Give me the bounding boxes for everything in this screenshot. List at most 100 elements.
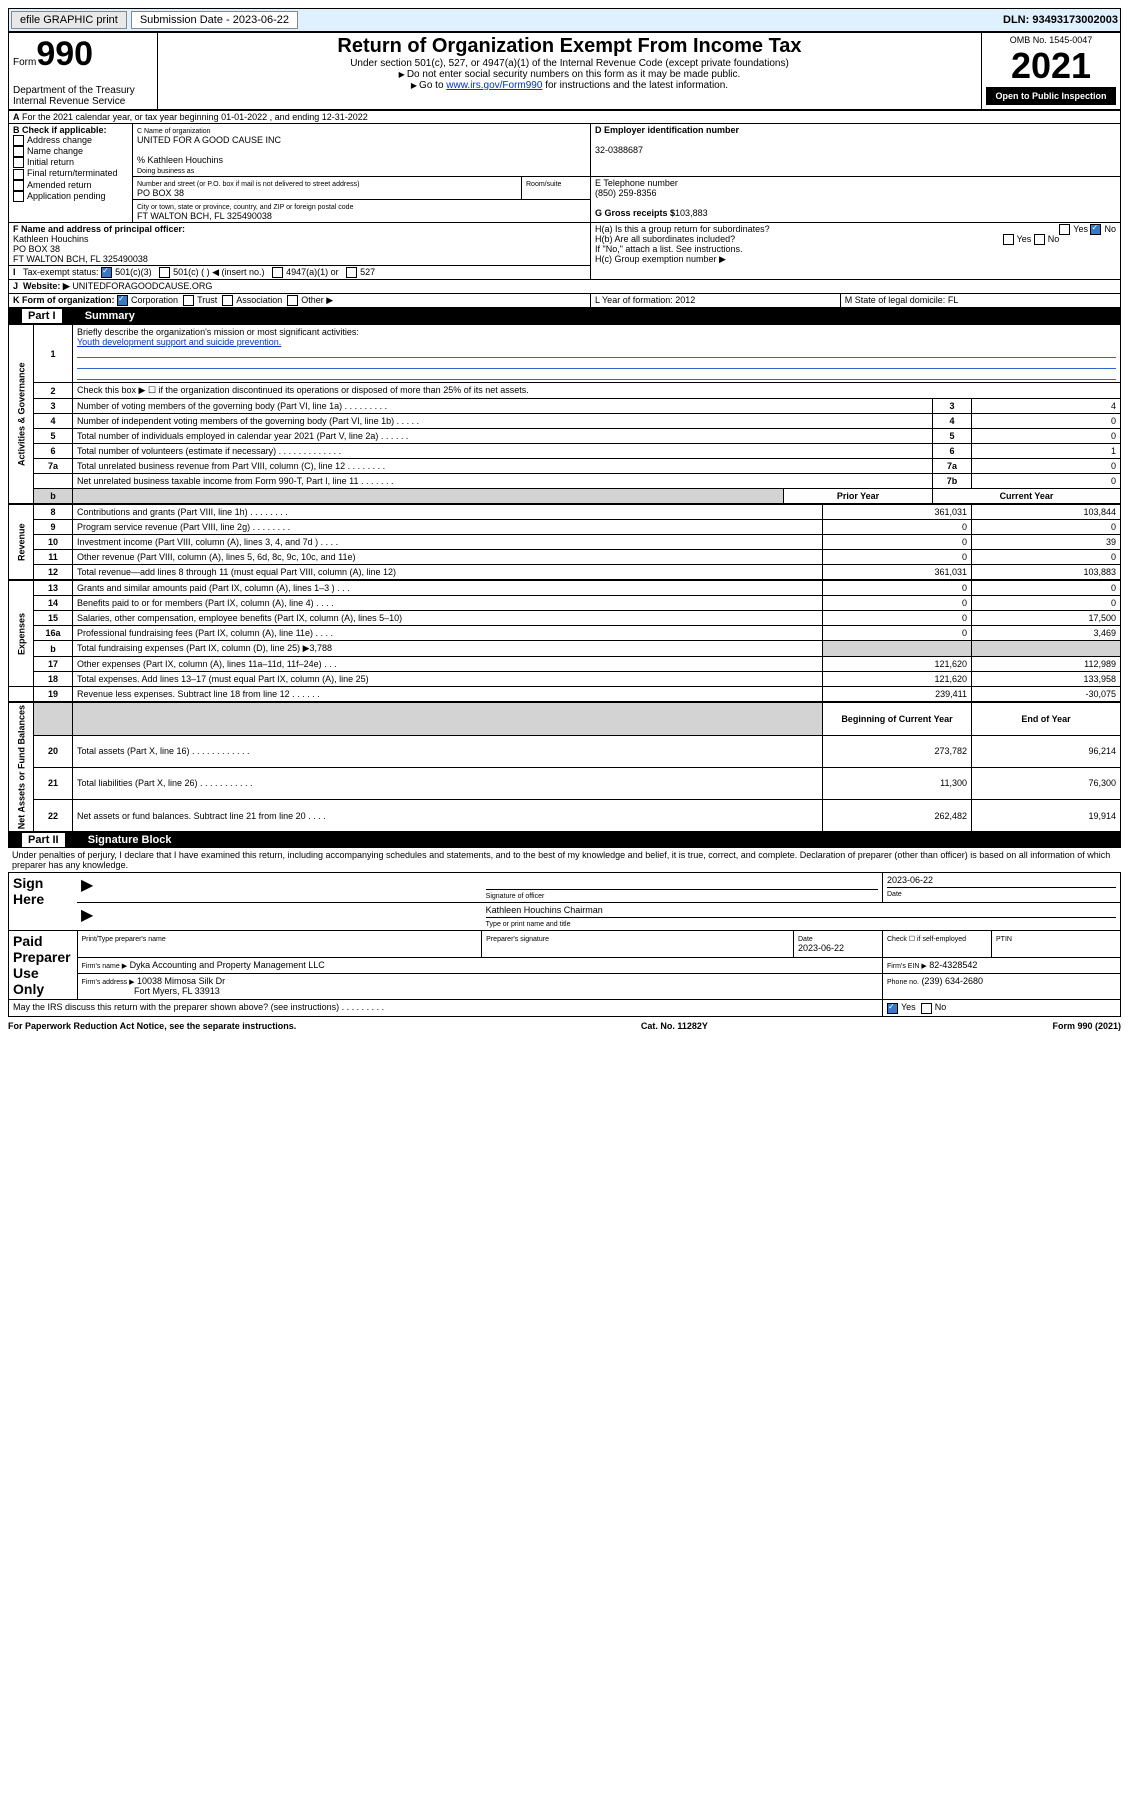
hb-no-checkbox[interactable] (1034, 234, 1045, 245)
date-label: Date (887, 891, 902, 898)
firm-addr2: Fort Myers, FL 33913 (134, 986, 220, 996)
form-number: 990 (36, 35, 93, 73)
activities-section-label: Activities & Governance (9, 325, 34, 504)
inspection-notice: Open to Public Inspection (986, 87, 1116, 105)
other-checkbox[interactable] (287, 295, 298, 306)
officer-name: Kathleen Houchins (13, 234, 89, 244)
form-id: Form 990 (2021) (1052, 1021, 1121, 1031)
prep-name-label: Print/Type preparer's name (82, 936, 166, 943)
part1-header: Part I Summary (8, 308, 1121, 324)
revenue-section-label: Revenue (9, 505, 34, 580)
page-footer: For Paperwork Reduction Act Notice, see … (8, 1021, 1121, 1031)
top-toolbar: efile GRAPHIC print Submission Date - 20… (8, 8, 1121, 32)
prep-sig-label: Preparer's signature (486, 936, 549, 943)
website-label: Website: ▶ (23, 281, 70, 291)
check-applicable-label: B Check if applicable: (13, 125, 107, 135)
line2-text: Check this box ▶ ☐ if the organization d… (73, 383, 1121, 399)
phone-label: E Telephone number (595, 178, 678, 188)
dept-label: Department of the Treasury (13, 85, 135, 96)
sig-date: 2023-06-22 (887, 875, 933, 885)
expenses-table: Expenses 13Grants and similar amounts pa… (8, 580, 1121, 702)
501c3-checkbox[interactable] (101, 267, 112, 278)
subordinates-note: If "No," attach a list. See instructions… (595, 244, 742, 254)
form-title: Return of Organization Exempt From Incom… (162, 35, 977, 58)
irs-label: Internal Revenue Service (13, 96, 125, 107)
submission-date: Submission Date - 2023-06-22 (131, 11, 298, 29)
officer-street: PO BOX 38 (13, 244, 60, 254)
officer-city: FT WALTON BCH, FL 325490038 (13, 254, 148, 264)
hb-yes-checkbox[interactable] (1003, 234, 1014, 245)
initial-return-checkbox[interactable] (13, 157, 24, 168)
name-change-checkbox[interactable] (13, 146, 24, 157)
ein-value: 32-0388687 (595, 145, 643, 155)
501c-checkbox[interactable] (159, 267, 170, 278)
discuss-question: May the IRS discuss this return with the… (9, 1000, 883, 1016)
mission-label: Briefly describe the organization's miss… (77, 327, 359, 337)
form-subtitle1: Under section 501(c), 527, or 4947(a)(1)… (162, 58, 977, 69)
527-checkbox[interactable] (346, 267, 357, 278)
application-pending-checkbox[interactable] (13, 191, 24, 202)
form-header: Form990 Department of the Treasury Inter… (8, 32, 1121, 110)
room-label: Room/suite (526, 181, 561, 188)
form-subtitle2: Do not enter social security numbers on … (407, 69, 740, 80)
amended-return-checkbox[interactable] (13, 180, 24, 191)
paperwork-notice: For Paperwork Reduction Act Notice, see … (8, 1021, 296, 1031)
netassets-section-label: Net Assets or Fund Balances (9, 703, 34, 832)
paid-preparer-label: Paid Preparer Use Only (9, 931, 78, 1000)
sign-here-label: Sign Here (9, 873, 78, 931)
org-name: UNITED FOR A GOOD CAUSE INC (137, 135, 281, 145)
care-of: % Kathleen Houchins (137, 155, 223, 165)
subordinates-label: H(b) Are all subordinates included? (595, 234, 735, 244)
street-label: Number and street (or P.O. box if mail i… (137, 181, 359, 188)
dln-label: DLN: 93493173002003 (1003, 14, 1118, 26)
ein-label: D Employer identification number (595, 125, 739, 135)
sig-officer-label: Signature of officer (486, 893, 545, 900)
type-name-label: Type or print name and title (486, 921, 571, 928)
address-change-checkbox[interactable] (13, 135, 24, 146)
discuss-no-checkbox[interactable] (921, 1003, 932, 1014)
revenue-table: Revenue 8Contributions and grants (Part … (8, 504, 1121, 580)
efile-print-button[interactable]: efile GRAPHIC print (11, 11, 127, 29)
form-label: Form (13, 57, 36, 68)
officer-label: F Name and address of principal officer: (13, 224, 185, 234)
form-subtitle3: Go to www.irs.gov/Form990 for instructio… (419, 80, 728, 91)
assoc-checkbox[interactable] (222, 295, 233, 306)
firm-name-label: Firm's name ▶ (82, 963, 128, 970)
dba-label: Doing business as (137, 168, 194, 175)
group-exemption-label: H(c) Group exemption number ▶ (595, 254, 726, 264)
netassets-table: Net Assets or Fund Balances Beginning of… (8, 702, 1121, 832)
ptin-label: PTIN (996, 936, 1012, 943)
mission-text: Youth development support and suicide pr… (77, 337, 281, 347)
gross-receipts-label: G Gross receipts $ (595, 208, 675, 218)
form-org-label: K Form of organization: (13, 295, 115, 305)
firm-name: Dyka Accounting and Property Management … (130, 960, 325, 970)
website-value: UNITEDFORAGOODCAUSE.ORG (72, 281, 212, 291)
firm-ein: 82-4328542 (929, 960, 977, 970)
ha-no-checkbox[interactable] (1090, 224, 1101, 235)
corp-checkbox[interactable] (117, 295, 128, 306)
signature-table: Sign Here ▶ Signature of officer 2023-06… (8, 872, 1121, 1016)
firm-ein-label: Firm's EIN ▶ (887, 963, 927, 970)
part2-header: Part II Signature Block (8, 832, 1121, 848)
self-employed-label: Check ☐ if self-employed (887, 936, 966, 943)
gross-receipts-value: 103,883 (675, 208, 708, 218)
trust-checkbox[interactable] (183, 295, 194, 306)
ha-yes-checkbox[interactable] (1059, 224, 1070, 235)
city-value: FT WALTON BCH, FL 325490038 (137, 211, 272, 221)
tax-year: 2021 (986, 45, 1116, 87)
city-label: City or town, state or province, country… (137, 204, 353, 211)
catalog-number: Cat. No. 11282Y (641, 1021, 708, 1031)
phone-value: (850) 259-8356 (595, 188, 657, 198)
tax-exempt-label: Tax-exempt status: (23, 267, 99, 277)
state-domicile: M State of legal domicile: FL (840, 294, 1120, 308)
tax-period: For the 2021 calendar year, or tax year … (22, 112, 368, 122)
firm-phone: (239) 634-2680 (921, 976, 983, 986)
4947-checkbox[interactable] (272, 267, 283, 278)
discuss-yes-checkbox[interactable] (887, 1003, 898, 1014)
perjury-statement: Under penalties of perjury, I declare th… (8, 848, 1121, 872)
firm-addr-label: Firm's address ▶ (82, 979, 135, 986)
final-return-checkbox[interactable] (13, 169, 24, 180)
summary-table: Activities & Governance 1 Briefly descri… (8, 324, 1121, 504)
firm-addr1: 10038 Mimosa Silk Dr (137, 976, 225, 986)
group-return-label: H(a) Is this a group return for subordin… (595, 224, 770, 234)
